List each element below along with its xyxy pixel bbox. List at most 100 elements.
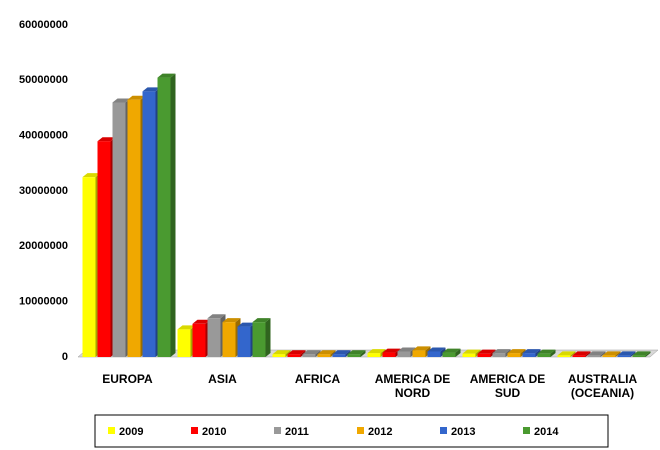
bar (302, 354, 316, 357)
bar-side (285, 350, 291, 357)
bar-side (170, 73, 176, 358)
y-tick-label: 60000000 (19, 19, 68, 31)
bar (602, 355, 616, 357)
y-tick-label: 30000000 (19, 185, 68, 197)
bar (572, 355, 586, 357)
x-tick-label: EUROPA (102, 372, 153, 386)
bar-top (347, 350, 366, 355)
legend-swatch (191, 427, 198, 434)
y-tick-label: 0 (62, 351, 68, 363)
bar (587, 355, 601, 357)
legend-label: 2013 (451, 426, 475, 438)
y-tick-label: 50000000 (19, 74, 68, 86)
bar-top (302, 350, 321, 355)
bar-side (360, 350, 366, 357)
bar-top (537, 349, 556, 354)
bar (192, 323, 206, 357)
bar-side (265, 318, 271, 357)
bar (557, 355, 571, 357)
bar-top (632, 351, 651, 356)
x-tick-label: AUSTRALIA (OCEANIA) (567, 372, 638, 400)
bar (177, 329, 191, 357)
bar (382, 352, 396, 357)
bar-top (397, 347, 416, 352)
bar (317, 354, 331, 357)
legend-label: 2010 (202, 426, 226, 438)
legend-swatch (440, 427, 447, 434)
bar (332, 354, 346, 357)
bar-top (492, 349, 511, 354)
bar-side (550, 349, 556, 357)
bar-side (570, 351, 576, 357)
bar (367, 353, 381, 357)
bar (537, 353, 551, 357)
bar (287, 354, 301, 357)
bar-top (82, 173, 101, 178)
legend-label: 2009 (119, 426, 143, 438)
bar-top (237, 322, 256, 327)
bar-top (252, 318, 271, 323)
x-tick-label: AMERICA DE NORD (374, 372, 451, 400)
x-tick-label: ASIA (208, 372, 237, 386)
y-tick-label: 40000000 (19, 130, 68, 142)
bar-top (272, 350, 291, 355)
bar-top (462, 349, 481, 354)
legend-swatch (274, 427, 281, 434)
bar (477, 353, 491, 357)
bar-top (412, 346, 431, 351)
bar-top (477, 349, 496, 354)
bar-top (142, 87, 161, 92)
bar-top (222, 318, 241, 323)
bar-top (177, 325, 196, 330)
bar (207, 318, 221, 357)
legend-label: 2014 (534, 426, 559, 438)
bar-top (112, 98, 131, 103)
bar-top (192, 319, 211, 324)
legend-swatch (357, 427, 364, 434)
legend-swatch (523, 427, 530, 434)
bar-side (585, 351, 591, 357)
bar (412, 350, 426, 357)
bar-side (330, 350, 336, 357)
bar-top (367, 349, 386, 354)
bar-top (617, 351, 636, 356)
bar (347, 354, 361, 357)
bar (632, 355, 646, 357)
bar (237, 326, 251, 357)
bar (522, 353, 536, 357)
bar (97, 141, 111, 357)
bar (82, 177, 96, 357)
bar-side (630, 351, 636, 357)
bar-top (157, 73, 176, 78)
bar (397, 351, 411, 357)
bar-side (300, 350, 306, 357)
legend-swatch (108, 427, 115, 434)
bar-top (507, 349, 526, 354)
bar-top (97, 137, 116, 142)
y-tick-label: 20000000 (19, 240, 68, 252)
bar (252, 322, 266, 357)
bar (617, 355, 631, 357)
legend-box (94, 414, 609, 448)
x-tick-label: AFRICA (294, 372, 341, 386)
x-tick-label: AMERICA DE SUD (469, 372, 546, 400)
bar-top (332, 350, 351, 355)
bar-top (427, 347, 446, 352)
bar (157, 77, 171, 358)
bar (492, 353, 506, 357)
legend-label: 2012 (368, 426, 392, 438)
bar-side (535, 349, 541, 357)
bar-side (315, 350, 321, 357)
bar (142, 91, 156, 358)
bar-top (442, 348, 461, 353)
bar-side (600, 351, 606, 357)
bar (272, 354, 286, 357)
bar (427, 351, 441, 357)
bar-side (345, 350, 351, 357)
bar-top (522, 349, 541, 354)
bar-top (287, 350, 306, 355)
bar-top (382, 348, 401, 353)
legend-label: 2011 (285, 426, 309, 438)
